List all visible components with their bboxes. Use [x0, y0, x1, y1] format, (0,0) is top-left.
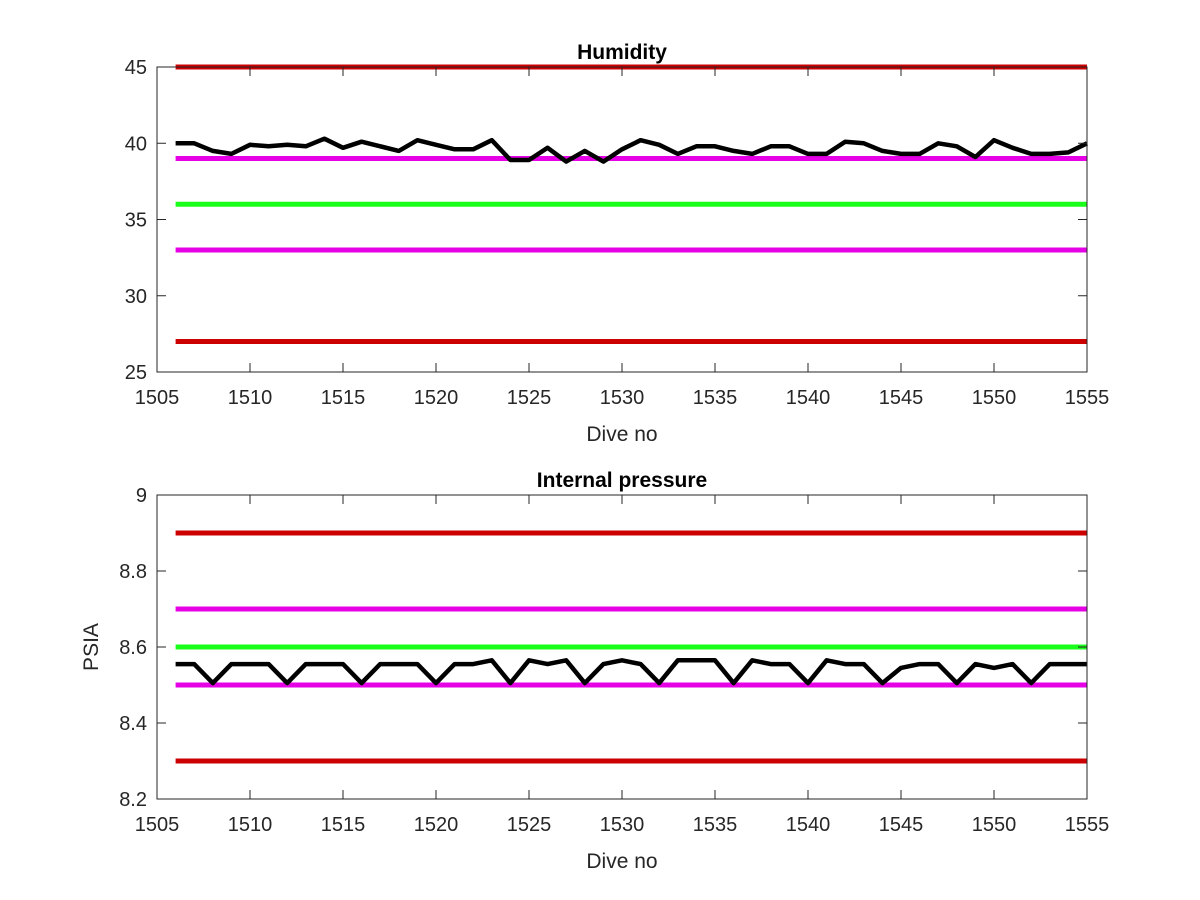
x-tick-label: 1515	[321, 814, 366, 836]
y-tick-label: 35	[125, 210, 147, 232]
data-series-line	[175, 136, 1088, 164]
x-tick-label: 1540	[786, 387, 831, 409]
x-tick-label: 1535	[693, 387, 738, 409]
y-tick-label: 8.2	[119, 789, 147, 811]
y-tick-label: 8.8	[119, 561, 147, 583]
y-tick-label: 8.6	[119, 637, 147, 659]
x-tick-label: 1555	[1065, 814, 1110, 836]
y-tick-label: 30	[125, 286, 147, 308]
x-tick-label: 1535	[693, 814, 738, 836]
x-tick-label: 1505	[135, 387, 180, 409]
x-tick-label: 1520	[414, 387, 459, 409]
x-tick-label: 1525	[507, 387, 552, 409]
x-tick-label: 1530	[600, 387, 645, 409]
y-tick-label: 25	[125, 362, 147, 384]
humidity-chart: 1505 1510 1515 1520 1525 1530 1535 1540 1545 1550…	[125, 41, 1110, 446]
x-tick-label: 1555	[1065, 387, 1110, 409]
x-tick-label: 1505	[135, 814, 180, 836]
data-series-line	[175, 658, 1087, 686]
x-tick-label: 1515	[321, 387, 366, 409]
x-tick-label: 1510	[228, 387, 273, 409]
x-axis-label: Dive no	[586, 850, 657, 873]
y-tick-label: 8.4	[119, 713, 147, 735]
x-tick-label: 1540	[786, 814, 831, 836]
internal-pressure-chart: 1505 1510 1515 1520 1525 1530 1535 1540 1545 1550…	[80, 469, 1109, 873]
y-tick-label: 40	[125, 133, 147, 155]
y-tick-label: 9	[136, 485, 147, 507]
x-tick-label: 1545	[879, 814, 924, 836]
x-tick-label: 1525	[507, 814, 552, 836]
chart-title: Humidity	[577, 41, 667, 64]
x-axis-label: Dive no	[586, 423, 657, 446]
x-tick-label: 1550	[972, 387, 1017, 409]
x-tick-label: 1550	[972, 814, 1017, 836]
x-tick-label: 1520	[414, 814, 459, 836]
y-axis-label: PSIA	[80, 623, 103, 671]
plot-area	[157, 67, 1087, 372]
x-tick-label: 1530	[600, 814, 645, 836]
chart-title: Internal pressure	[537, 469, 707, 492]
x-tick-label: 1545	[879, 387, 924, 409]
x-tick-label: 1510	[228, 814, 273, 836]
y-tick-label: 45	[125, 57, 147, 79]
